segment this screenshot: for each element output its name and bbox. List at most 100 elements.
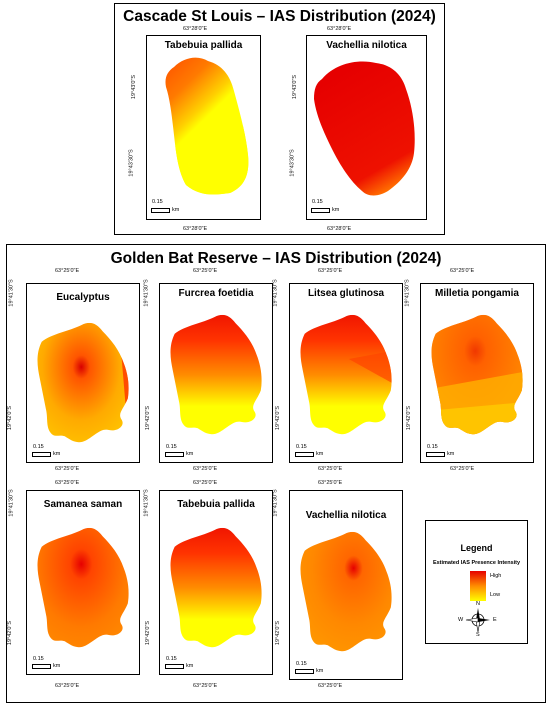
scale-bar	[311, 208, 330, 213]
bottom-coord: 63°28'0"E	[183, 226, 208, 232]
map-panel-cascade-tabebuia: Tabebuia pallida 0.15 km	[146, 35, 261, 220]
legend-color-ramp	[470, 571, 486, 601]
top-coord: 63°25'0"E	[193, 480, 218, 486]
map-panel-milletia: Milletia pongamia 0.15 km	[420, 283, 534, 463]
species-title: Tabebuia pallida	[177, 499, 255, 510]
scale-unit: km	[186, 663, 194, 669]
left-coord: 19°41'30"S	[8, 279, 15, 307]
left-coord: 19°42'0"S	[275, 620, 282, 646]
species-title: Tabebuia pallida	[164, 40, 243, 51]
top-coord: 63°25'0"E	[318, 268, 343, 274]
scale-bar	[151, 208, 170, 213]
map-panel-eucalyptus: Eucalyptus 0.15 km	[26, 283, 140, 463]
scale-value: 0.15	[152, 199, 163, 205]
top-coord: 63°25'0"E	[55, 480, 80, 486]
species-title: Litsea glutinosa	[307, 288, 385, 299]
left-coord: 19°41'30"S	[143, 489, 150, 517]
ias-distribution-map	[313, 61, 415, 195]
left-coord: 19°42'0"S	[145, 405, 152, 431]
species-title: Furcrea foetidia	[178, 288, 254, 299]
scale-value: 0.15	[312, 199, 323, 205]
bottom-coord: 63°25'0"E	[318, 466, 343, 472]
left-coord: 19°43'30"S	[289, 149, 296, 177]
scale-value: 0.15	[33, 444, 44, 450]
legend-box: Legend Estimated IAS Presence Intensity …	[425, 520, 528, 644]
top-coord: 63°25'0"E	[193, 268, 218, 274]
map-panel-tabebuia: Tabebuia pallida 0.15 km	[159, 490, 273, 675]
species-title: Vachellia nilotica	[326, 40, 407, 51]
scale-unit: km	[53, 663, 61, 669]
ias-distribution-map	[300, 531, 392, 652]
scale-value: 0.15	[166, 656, 177, 662]
scale-bar	[295, 452, 314, 457]
south-label: S	[476, 632, 480, 638]
left-coord: 19°41'30"S	[8, 489, 15, 517]
scale-value: 0.15	[427, 444, 438, 450]
map-panel-cascade-vachellia: Vachellia nilotica 0.15 km	[306, 35, 427, 220]
north-label: N	[476, 601, 480, 607]
scale-bar	[165, 664, 184, 669]
top-coord: 63°28'0"E	[327, 26, 352, 32]
species-title: Eucalyptus	[56, 292, 110, 303]
ias-distribution-map	[170, 314, 262, 435]
map-panel-furcrea: Furcrea foetidia 0.15 km	[159, 283, 273, 463]
scale-bar	[426, 452, 445, 457]
scale-unit: km	[172, 207, 180, 213]
bottom-coord: 63°25'0"E	[193, 466, 218, 472]
top-coord: 63°25'0"E	[450, 268, 475, 274]
left-coord: 19°42'0"S	[145, 620, 152, 646]
legend-low-label: Low	[490, 592, 501, 598]
bottom-coord: 63°28'0"E	[327, 226, 352, 232]
ias-distribution-map	[37, 527, 129, 648]
left-coord: 19°43'30"S	[128, 149, 135, 177]
map-panel-samanea: Samanea saman 0.15 km	[26, 490, 140, 675]
scale-unit: km	[316, 668, 324, 674]
scale-bar	[32, 664, 51, 669]
west-label: W	[458, 617, 464, 623]
left-coord: 19°43'0"S	[131, 74, 138, 100]
scale-unit: km	[186, 451, 194, 457]
scale-value: 0.15	[296, 444, 307, 450]
scale-unit: km	[447, 451, 455, 457]
top-coord: 63°25'0"E	[318, 480, 343, 486]
ias-distribution-map	[431, 314, 523, 435]
scale-bar	[32, 452, 51, 457]
scale-value: 0.15	[296, 661, 307, 667]
section-title-golden-bat: Golden Bat Reserve – IAS Distribution (2…	[110, 250, 442, 267]
ias-distribution-map	[164, 57, 248, 195]
left-coord: 19°42'0"S	[406, 405, 413, 431]
scale-unit: km	[53, 451, 61, 457]
north-arrow-icon	[465, 608, 490, 633]
left-coord: 19°42'0"S	[7, 620, 14, 646]
left-coord: 19°42'0"S	[7, 405, 14, 431]
scale-unit: km	[332, 207, 340, 213]
species-title: Vachellia nilotica	[305, 510, 387, 521]
ias-distribution-map	[300, 314, 392, 435]
left-coord: 19°41'30"S	[143, 279, 150, 307]
map-panel-litsea: Litsea glutinosa 0.15 km	[289, 283, 403, 463]
left-coord: 19°41'30"S	[404, 279, 411, 307]
legend-title: Legend	[460, 543, 493, 553]
bottom-coord: 63°25'0"E	[193, 683, 218, 689]
top-coord: 63°28'0"E	[183, 26, 208, 32]
legend-subtitle: Estimated IAS Presence Intensity	[432, 560, 521, 566]
scale-value: 0.15	[166, 444, 177, 450]
left-coord: 19°42'0"S	[275, 405, 282, 431]
top-coord: 63°25'0"E	[55, 268, 80, 274]
scale-bar	[165, 452, 184, 457]
bottom-coord: 63°25'0"E	[55, 683, 80, 689]
left-coord: 19°41'30"S	[272, 279, 279, 307]
bottom-coord: 63°25'0"E	[55, 466, 80, 472]
east-label: E	[493, 617, 497, 623]
ias-distribution-map	[37, 322, 129, 443]
species-title: Samanea saman	[43, 499, 123, 510]
bottom-coord: 63°25'0"E	[450, 466, 475, 472]
bottom-coord: 63°25'0"E	[318, 683, 343, 689]
legend-high-label: High	[490, 573, 502, 579]
left-coord: 19°41'30"S	[272, 489, 279, 517]
map-panel-vachellia: Vachellia nilotica 0.15 km	[289, 490, 403, 680]
scale-unit: km	[316, 451, 324, 457]
scale-bar	[295, 669, 314, 674]
ias-distribution-map	[170, 527, 262, 648]
scale-value: 0.15	[33, 656, 44, 662]
